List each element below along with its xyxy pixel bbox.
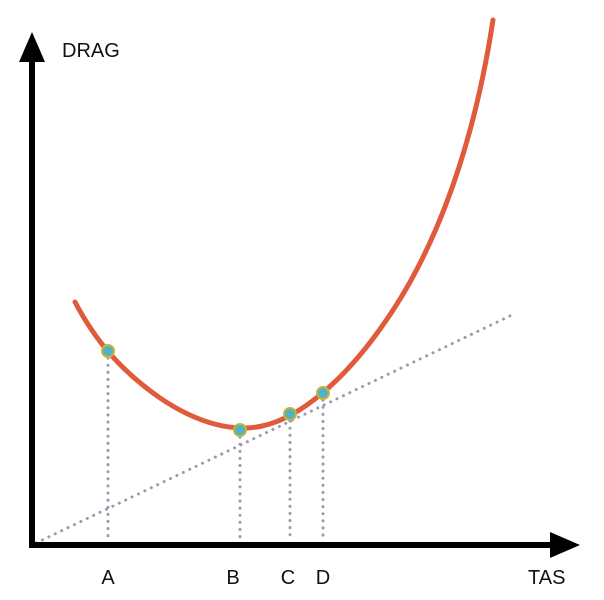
point-label-c: C (281, 567, 295, 589)
point-marker-a (101, 344, 115, 358)
tangent-line (34, 312, 516, 545)
point-marker-c (283, 407, 297, 421)
x-axis-label: TAS (528, 567, 565, 589)
point-marker-b (233, 423, 247, 437)
point-label-a: A (101, 567, 115, 589)
point-marker-d (316, 386, 330, 400)
point-label-b: B (226, 567, 239, 589)
y-axis-arrow-icon (19, 32, 45, 62)
drag-curve (72, 17, 496, 431)
point-label-d: D (316, 567, 330, 589)
y-axis-label: DRAG (62, 40, 120, 62)
x-axis-arrow-icon (550, 532, 580, 558)
